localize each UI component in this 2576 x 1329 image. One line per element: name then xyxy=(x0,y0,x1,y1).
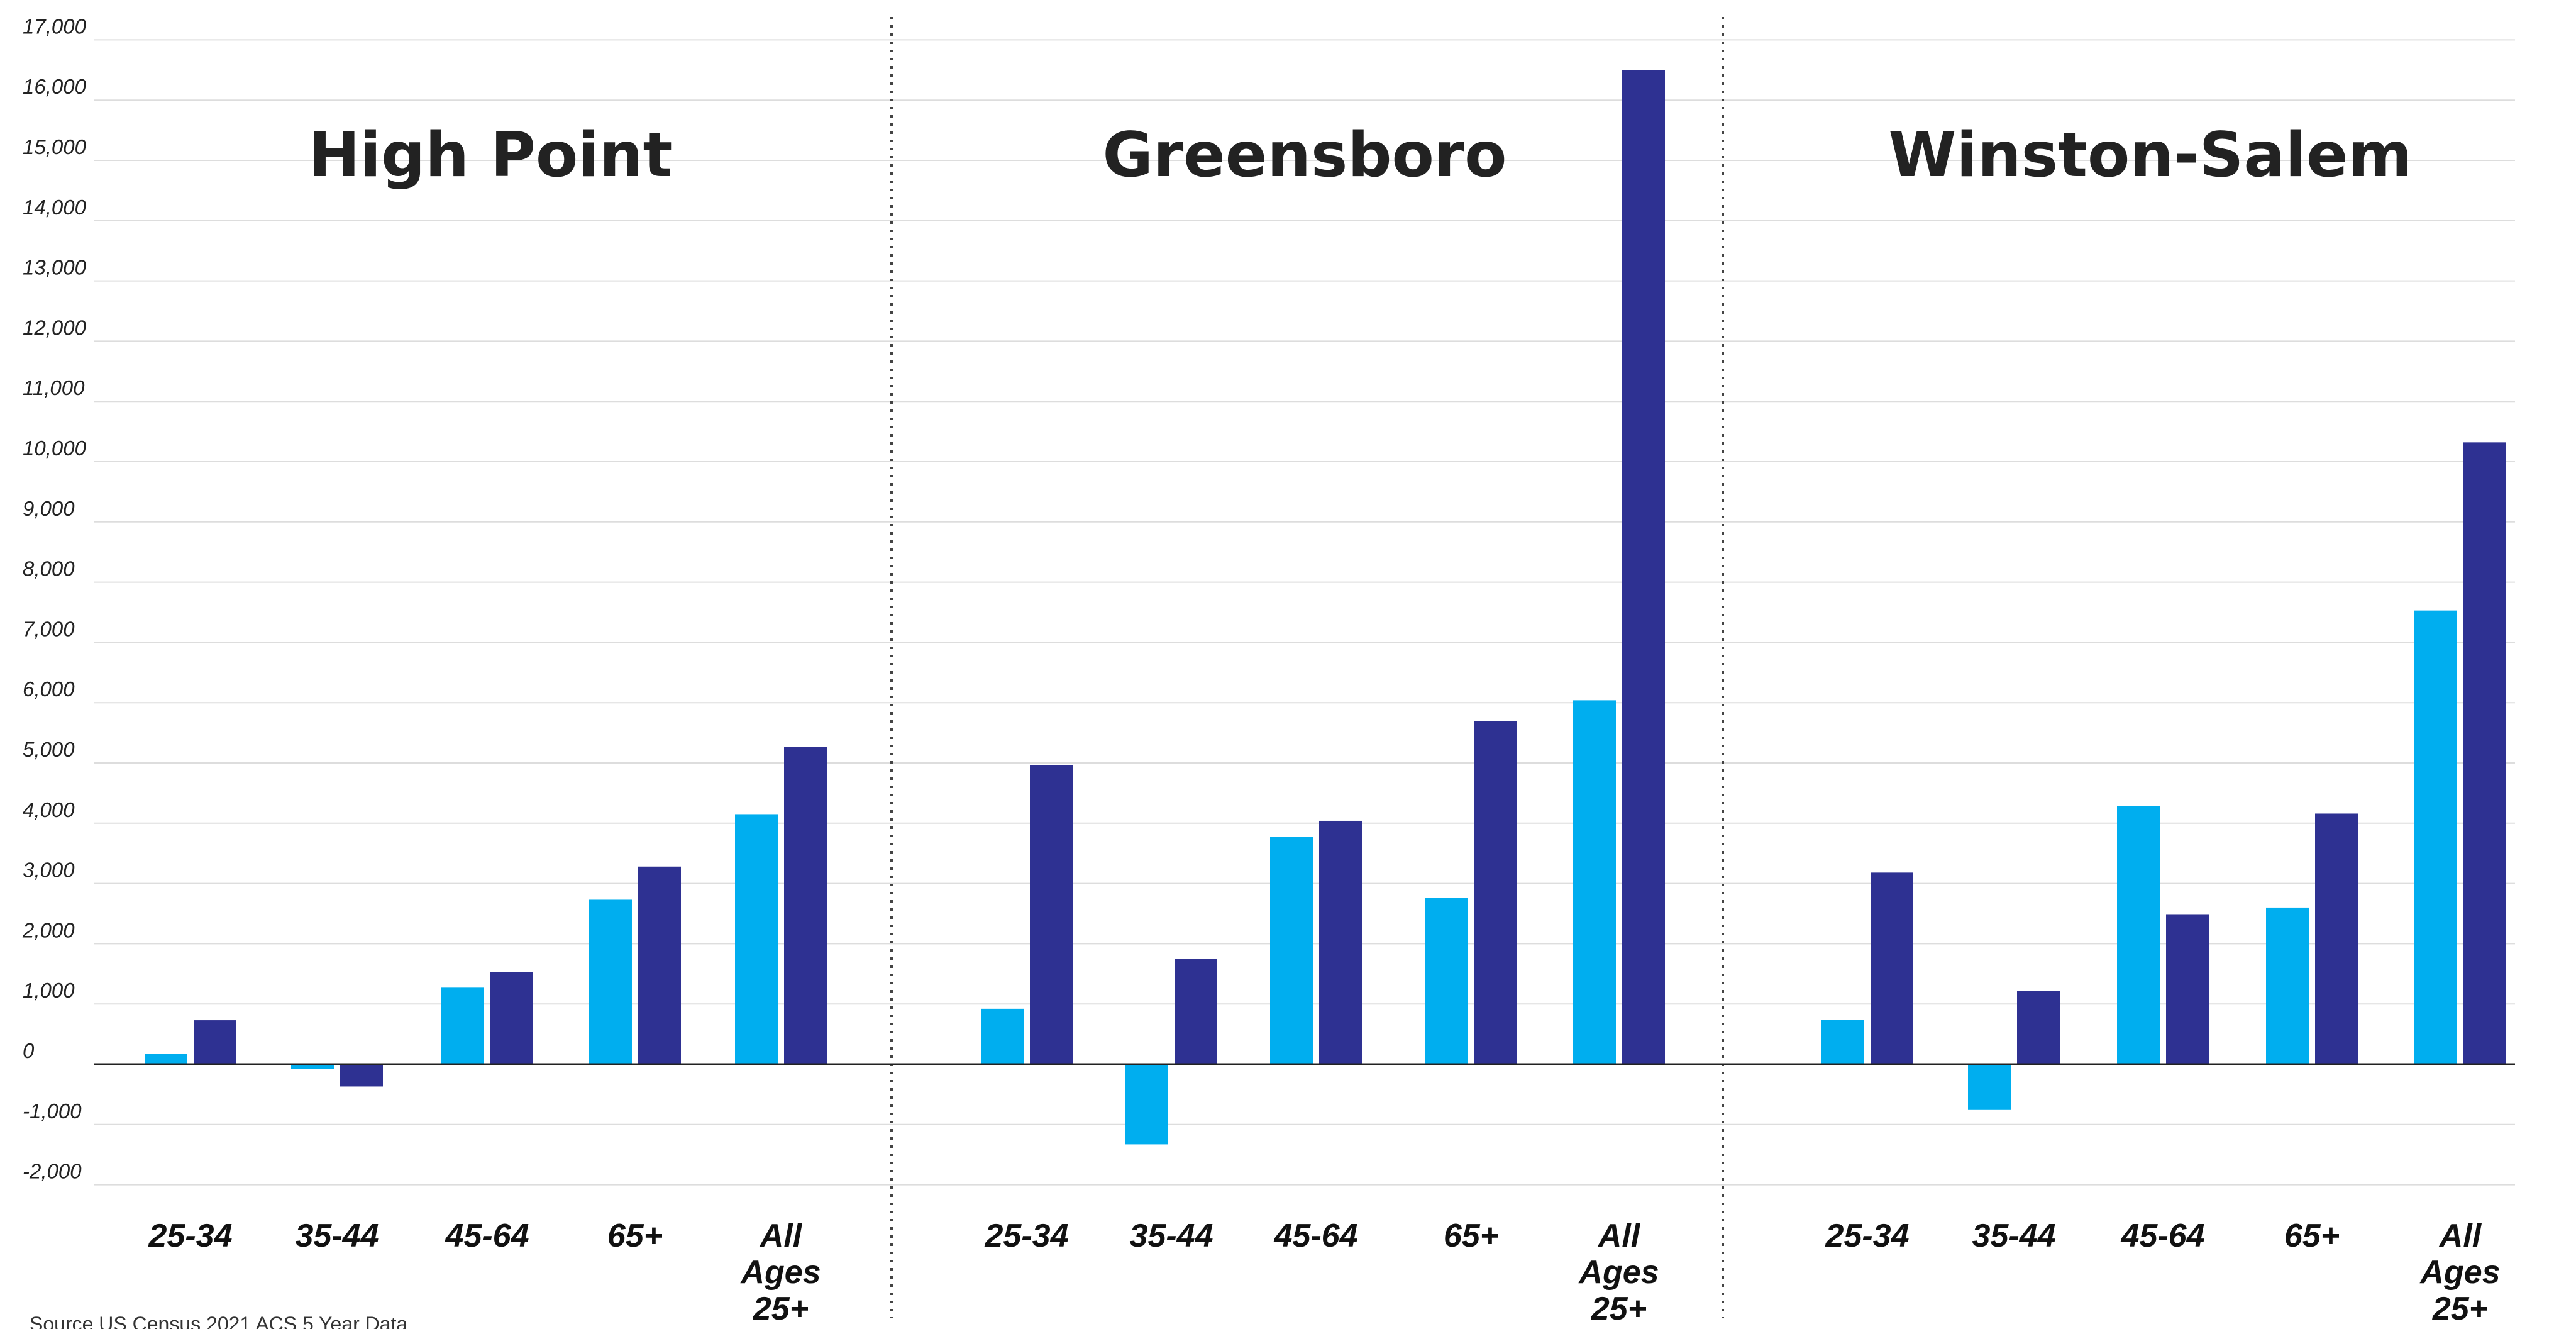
bar-winston-salem-1 xyxy=(2266,907,2309,1064)
bar-greensboro-2 xyxy=(1030,765,1073,1064)
y-tick-label: 9,000 xyxy=(23,497,75,520)
x-category-label: All Ages 25+ xyxy=(739,1218,821,1327)
panel-title: Greensboro xyxy=(1103,120,1507,191)
bar-greensboro-1 xyxy=(1125,1064,1168,1145)
bar-high-point-2 xyxy=(194,1020,236,1064)
bar-greensboro-2 xyxy=(1474,721,1517,1064)
bar-high-point-1 xyxy=(291,1064,334,1069)
panel-titles: High Point Greensboro Winston-Salem xyxy=(308,120,2412,191)
x-category-label: 45-64 xyxy=(1274,1218,1358,1254)
x-category-label: 35-44 xyxy=(296,1218,379,1254)
bar-high-point-2 xyxy=(340,1064,383,1087)
bar-winston-salem-1 xyxy=(2414,610,2457,1064)
bars xyxy=(145,70,2506,1145)
bar-winston-salem-2 xyxy=(2463,442,2506,1064)
panel-title: High Point xyxy=(308,120,672,191)
y-tick-label: -1,000 xyxy=(23,1099,82,1123)
x-category-label: 35-44 xyxy=(1130,1218,1213,1254)
y-tick-label: 12,000 xyxy=(23,316,87,339)
bar-high-point-1 xyxy=(145,1054,187,1064)
y-tick-label: 15,000 xyxy=(23,135,87,158)
bar-greensboro-1 xyxy=(1425,898,1468,1064)
bar-high-point-1 xyxy=(589,899,632,1064)
y-tick-label: -2,000 xyxy=(23,1160,82,1183)
y-tick-label: 16,000 xyxy=(23,75,87,98)
panel-dividers xyxy=(890,17,1724,1318)
y-tick-label: 11,000 xyxy=(23,376,85,399)
x-category-label: 35-44 xyxy=(1972,1218,2056,1254)
y-tick-label: 17,000 xyxy=(23,14,87,38)
bar-greensboro-1 xyxy=(1270,837,1313,1064)
x-category-label: 65+ xyxy=(607,1218,663,1254)
bar-greensboro-1 xyxy=(1573,700,1616,1064)
x-category-label: 45-64 xyxy=(2121,1218,2205,1254)
bar-winston-salem-2 xyxy=(2315,813,2358,1064)
bar-greensboro-2 xyxy=(1622,70,1665,1064)
bar-winston-salem-1 xyxy=(1821,1020,1864,1064)
x-category-label: 65+ xyxy=(1444,1218,1499,1254)
y-tick-label: 13,000 xyxy=(23,256,87,279)
y-tick-label: 14,000 xyxy=(23,196,87,219)
source-note: Source US Census 2021 ACS 5 Year Data xyxy=(30,1313,407,1329)
bar-winston-salem-2 xyxy=(1871,872,1913,1064)
y-tick-label: 8,000 xyxy=(23,557,75,581)
y-tick-label: 3,000 xyxy=(23,859,75,882)
y-tick-label: 2,000 xyxy=(22,918,75,942)
x-category-label: 25-34 xyxy=(1825,1218,1910,1254)
bar-winston-salem-2 xyxy=(2166,914,2209,1064)
bar-winston-salem-1 xyxy=(1968,1064,2011,1110)
y-axis-ticks: 17,000 16,000 15,000 14,000 13,000 12,000 11,0… xyxy=(22,14,87,1182)
y-tick-label: 7,000 xyxy=(23,617,75,640)
category-labels: 25-34 35-44 45-64 65+ All Ages 25+ 25-34 35-44 45… xyxy=(148,1218,2501,1327)
y-tick-label: 0 xyxy=(23,1039,35,1062)
x-category-label: 45-64 xyxy=(445,1218,529,1254)
x-category-label: 65+ xyxy=(2284,1218,2340,1254)
x-category-label: 25-34 xyxy=(985,1218,1069,1254)
bar-greensboro-2 xyxy=(1175,959,1217,1064)
panel-title: Winston-Salem xyxy=(1888,120,2412,191)
y-tick-label: 1,000 xyxy=(23,979,75,1002)
y-tick-label: 4,000 xyxy=(23,798,75,821)
bar-high-point-2 xyxy=(490,972,533,1064)
x-category-label: All Ages 25+ xyxy=(1578,1218,1659,1327)
y-tick-label: 5,000 xyxy=(23,738,75,761)
bar-high-point-2 xyxy=(784,747,827,1064)
bar-winston-salem-1 xyxy=(2117,806,2160,1064)
bar-greensboro-2 xyxy=(1319,820,1362,1064)
bar-high-point-1 xyxy=(441,987,484,1064)
bar-high-point-1 xyxy=(735,814,778,1064)
y-tick-label: 6,000 xyxy=(23,677,75,701)
x-category-label: All Ages 25+ xyxy=(2419,1218,2500,1327)
bar-greensboro-1 xyxy=(981,1008,1024,1064)
bar-high-point-2 xyxy=(638,866,681,1064)
bar-winston-salem-2 xyxy=(2017,991,2060,1064)
x-category-label: 25-34 xyxy=(148,1218,233,1254)
y-tick-label: 10,000 xyxy=(23,437,87,460)
